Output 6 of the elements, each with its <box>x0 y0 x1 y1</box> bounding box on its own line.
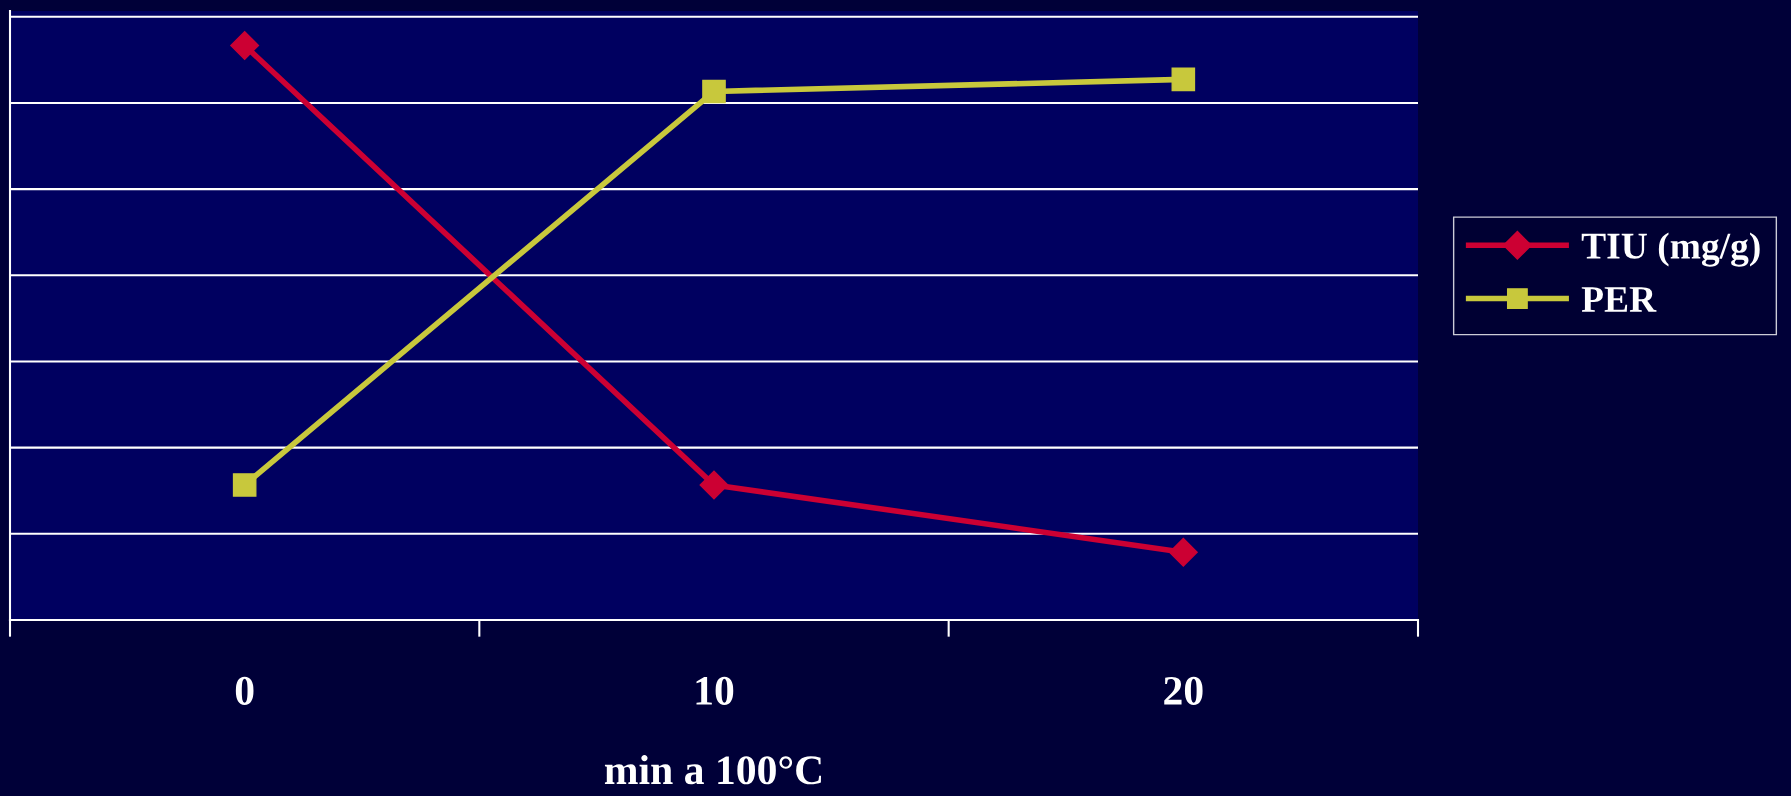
legend-label: TIU (mg/g) <box>1581 232 1760 267</box>
x-tick-label: 10 <box>696 676 734 705</box>
legend-label: PER <box>1581 287 1657 312</box>
x-tick-label: 20 <box>1164 676 1203 705</box>
x-tick-label: 0 <box>235 676 254 705</box>
x-axis-title: min a 100°C <box>604 755 822 785</box>
